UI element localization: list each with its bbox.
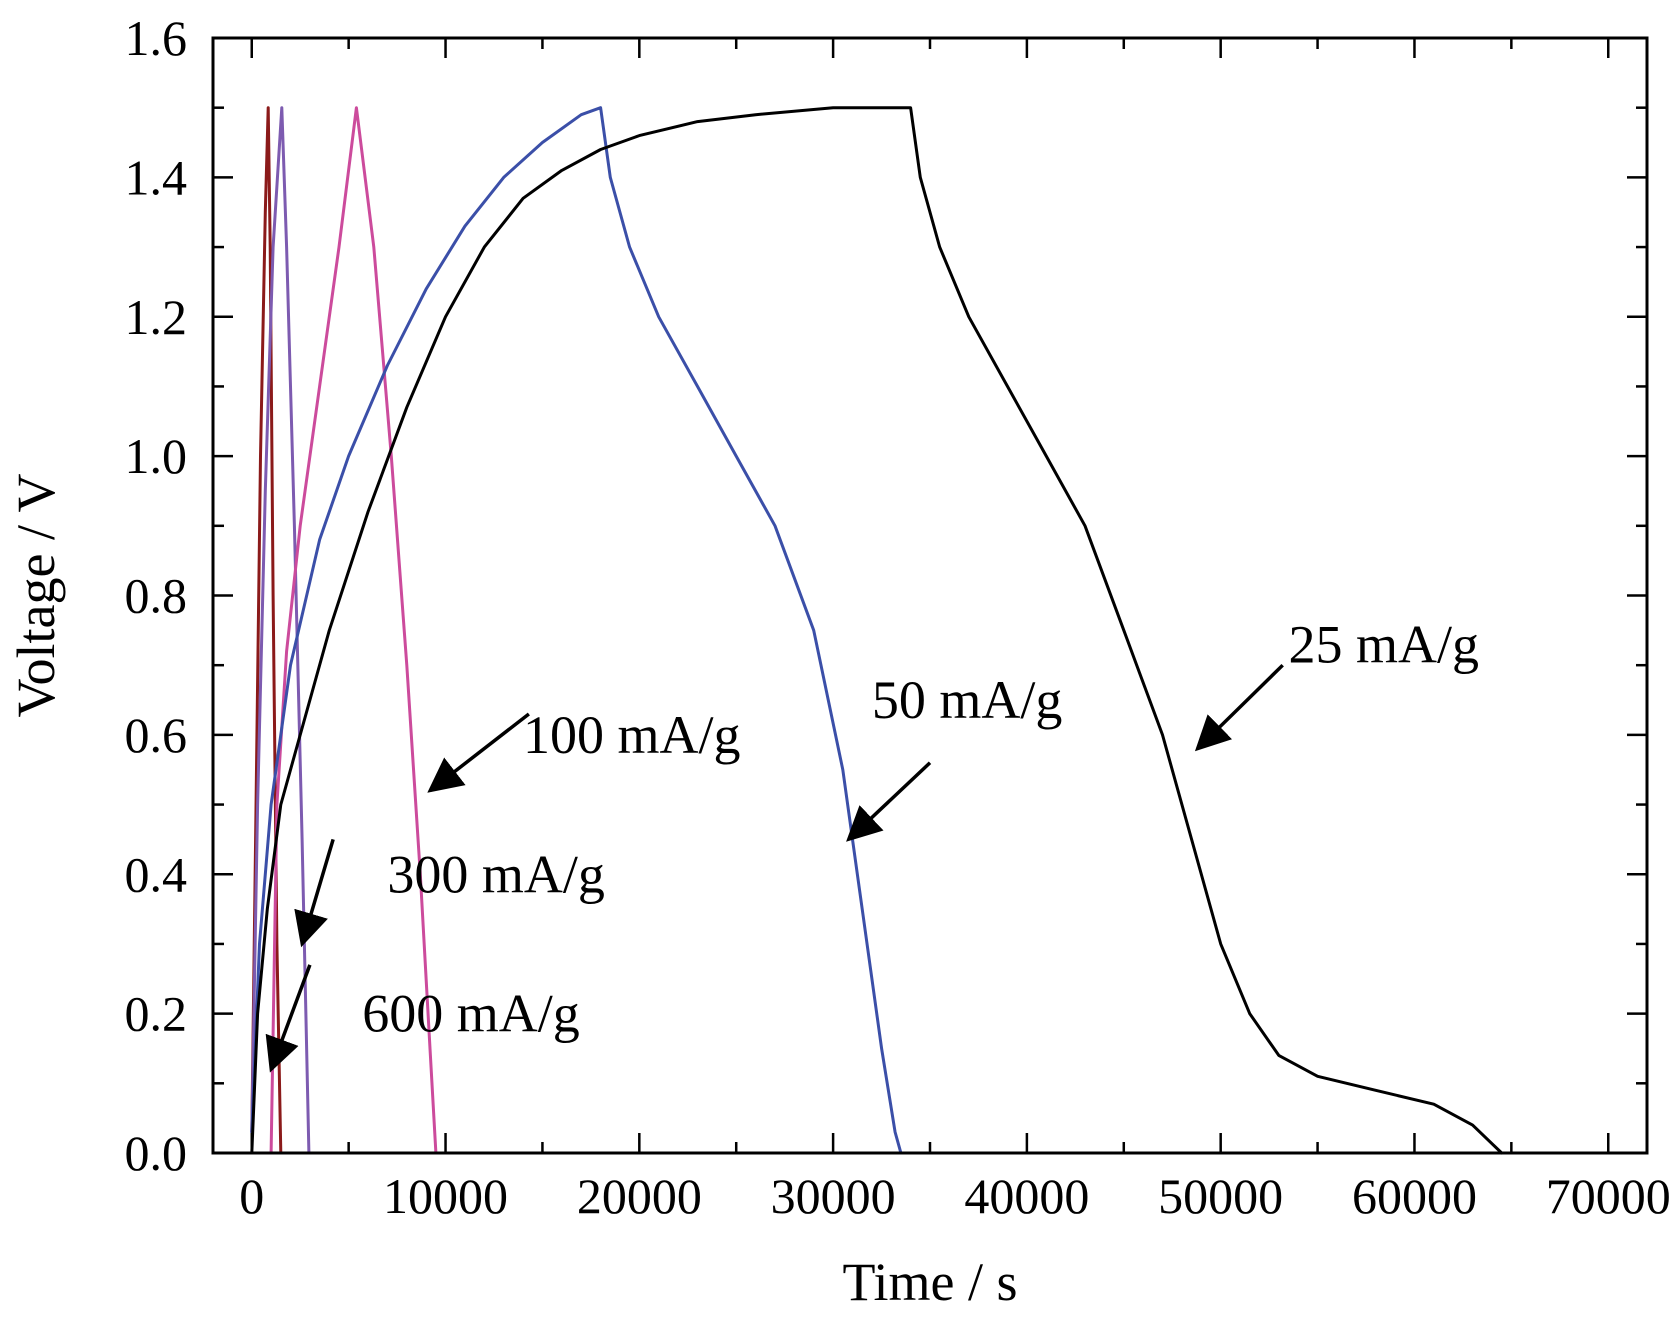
y-tick-label: 1.4 [125,149,188,205]
annotation-layer: 600 mA/g 300 mA/g 100 mA/g 50 mA/g 25 mA/g [265,614,1480,1073]
axes-layer: 0 10000 20000 30000 40000 50000 60000 70000 0.0 0… [125,10,1671,1224]
x-tick-label: 40000 [964,1168,1089,1224]
y-tick-label: 1.0 [125,428,188,484]
series-line-2 [269,106,438,1155]
series-line-4 [250,106,1504,1155]
x-tick-label: 10000 [383,1168,508,1224]
y-axis-title: Voltage / V [6,473,66,717]
x-tick-label: 20000 [577,1168,702,1224]
y-tick-label: 0.2 [125,986,188,1042]
x-tick-label: 50000 [1158,1168,1283,1224]
annotation-arrow [846,761,932,842]
x-axis-title: Time / s [842,1252,1017,1312]
y-tick-label: 0.4 [125,846,188,902]
annotation-label: 300 mA/g [387,844,605,904]
x-tick-label: 60000 [1352,1168,1477,1224]
y-tick-label: 0.0 [125,1125,188,1181]
x-tick-label: 70000 [1546,1168,1671,1224]
series-layer [250,106,1504,1155]
y-tick-label: 1.6 [125,10,188,66]
annotation-arrow [1194,663,1284,752]
y-tick-label: 1.2 [125,289,188,345]
annotation-label: 25 mA/g [1289,614,1480,674]
annotation-arrow [265,964,312,1073]
series-line-3 [250,106,903,1155]
y-tick-label: 0.8 [125,568,188,624]
annotation-label: 50 mA/g [872,670,1063,730]
annotation-arrow [294,838,335,948]
x-tick-label: 0 [239,1168,264,1224]
annotation-arrow [427,712,530,793]
x-tick-label: 30000 [771,1168,896,1224]
annotation-label: 100 mA/g [523,705,741,765]
y-tick-label: 0.6 [125,707,188,763]
annotation-label: 600 mA/g [362,984,580,1044]
